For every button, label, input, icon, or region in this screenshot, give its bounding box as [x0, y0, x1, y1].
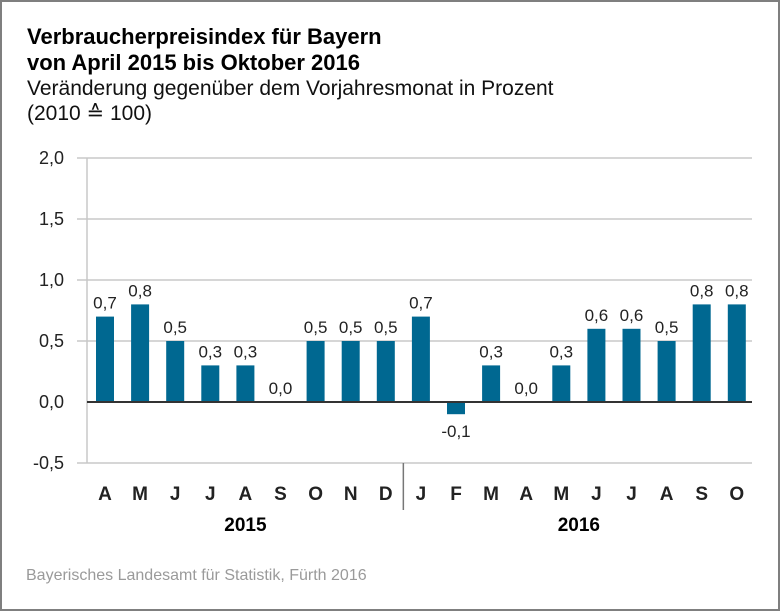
- x-tick-label: M: [483, 484, 499, 505]
- data-label: 0,5: [163, 318, 187, 337]
- bar: [131, 304, 150, 402]
- title-line-1: Verbraucherpreisindex für Bayern: [27, 24, 382, 49]
- bar: [587, 328, 606, 402]
- data-label: 0,5: [304, 318, 328, 337]
- bar: [411, 316, 430, 402]
- x-tick-label: A: [519, 484, 533, 505]
- y-tick-label: 2,0: [39, 148, 64, 168]
- x-tick-label: J: [591, 484, 602, 505]
- bar: [657, 341, 676, 402]
- chart-subtitle: Veränderung gegenüber dem Vorjahresmonat…: [27, 76, 554, 126]
- x-tick-label: A: [239, 484, 253, 505]
- data-label: 0,8: [690, 281, 714, 300]
- data-label: 0,3: [234, 342, 258, 361]
- bar: [236, 365, 255, 402]
- data-label: 0,3: [549, 342, 573, 361]
- x-tick-label: F: [450, 484, 462, 505]
- data-label: 0,5: [374, 318, 398, 337]
- y-tick-label: -0,5: [33, 453, 64, 473]
- bar: [727, 304, 746, 402]
- source-note: Bayerisches Landesamt für Statistik, Für…: [26, 567, 367, 584]
- data-label: 0,0: [269, 379, 293, 398]
- x-tick-label: D: [379, 484, 393, 505]
- y-tick-label: 1,5: [39, 209, 64, 229]
- x-tick-label: O: [729, 484, 744, 505]
- data-label: 0,8: [128, 281, 152, 300]
- x-tick-label: S: [695, 484, 708, 505]
- x-tick-label: M: [132, 484, 148, 505]
- x-tick-label: M: [553, 484, 569, 505]
- bar: [622, 328, 641, 402]
- data-label: 0,7: [93, 294, 117, 313]
- subtitle-line-2: (2010 ≙ 100): [27, 102, 153, 125]
- y-tick-label: 1,0: [39, 270, 64, 290]
- data-label: 0,8: [725, 281, 749, 300]
- bar: [376, 341, 395, 402]
- chart-title: Verbraucherpreisindex für Bayern von Apr…: [27, 24, 382, 76]
- x-tick-label: O: [308, 484, 323, 505]
- x-tick-label: S: [274, 484, 287, 505]
- data-label: 0,6: [585, 306, 609, 325]
- x-tick-label: J: [626, 484, 637, 505]
- year-label: 2015: [224, 515, 267, 536]
- bar: [482, 365, 501, 402]
- x-tick-label: J: [170, 484, 181, 505]
- bar: [166, 341, 185, 402]
- x-tick-label: A: [98, 484, 112, 505]
- data-label: 0,3: [479, 342, 503, 361]
- x-tick-label: J: [205, 484, 216, 505]
- data-label: 0,5: [655, 318, 679, 337]
- subtitle-line-1: Veränderung gegenüber dem Vorjahresmonat…: [27, 77, 554, 100]
- x-tick-label: J: [416, 484, 427, 505]
- bar: [96, 316, 114, 402]
- bar: [201, 365, 220, 402]
- y-tick-label: 0,0: [39, 392, 64, 412]
- year-label: 2016: [558, 515, 600, 536]
- data-label: 0,5: [339, 318, 363, 337]
- bar: [692, 304, 711, 402]
- bar: [341, 341, 360, 402]
- data-label: 0,7: [409, 294, 433, 313]
- data-label: 0,0: [514, 379, 538, 398]
- x-tick-label: A: [660, 484, 674, 505]
- x-tick-label: N: [344, 484, 358, 505]
- bar: [447, 402, 465, 415]
- data-label: 0,6: [620, 306, 644, 325]
- data-label: 0,3: [198, 342, 222, 361]
- bar: [306, 341, 325, 402]
- data-label: -0,1: [441, 422, 470, 441]
- title-line-2: von April 2015 bis Oktober 2016: [27, 50, 360, 75]
- bar: [552, 365, 571, 402]
- y-tick-label: 0,5: [39, 331, 64, 351]
